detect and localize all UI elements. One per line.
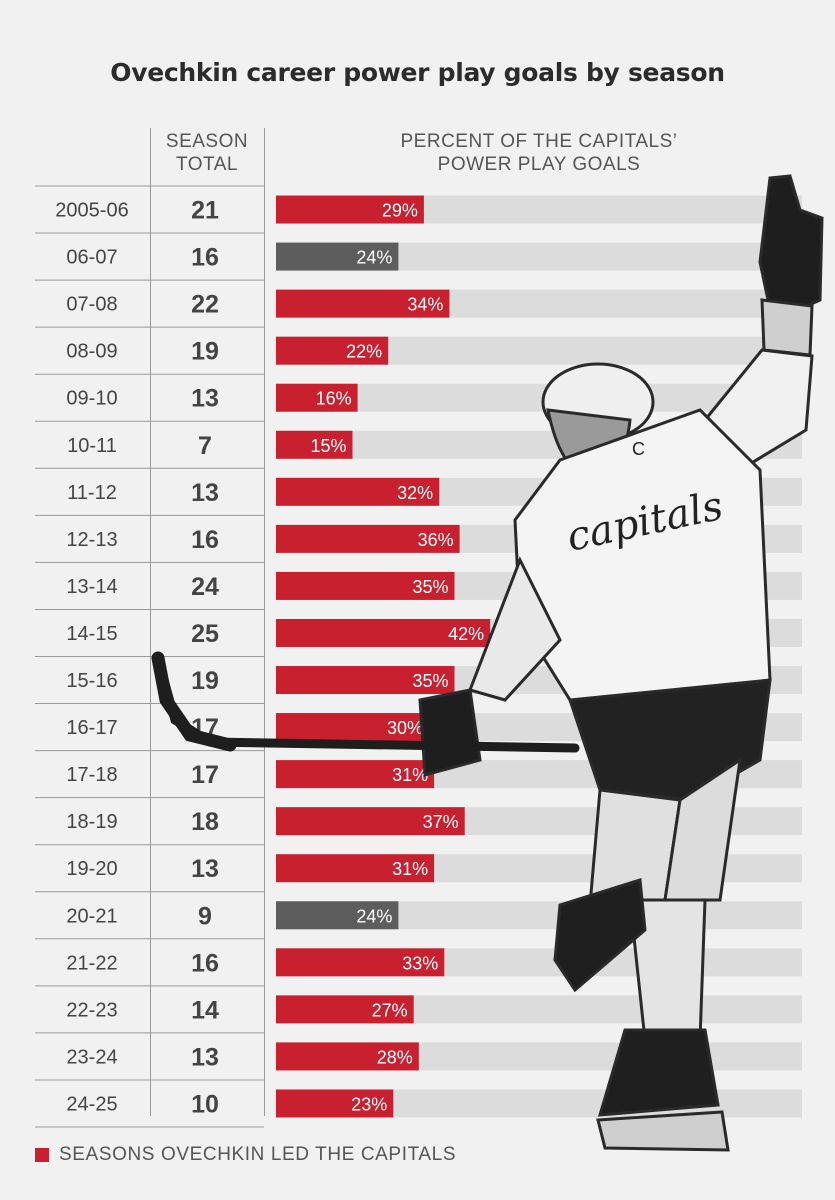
season-total: 14 (191, 996, 219, 1024)
bar-value-label: 32% (397, 483, 433, 503)
percent-header-line2: POWER PLAY GOALS (437, 154, 641, 175)
bar (276, 524, 460, 553)
bar-value-label: 33% (402, 953, 438, 973)
bar-value-label: 36% (418, 530, 454, 550)
season-label: 06-07 (66, 247, 117, 269)
season-total: 13 (191, 385, 219, 413)
legend-swatch (35, 1148, 49, 1162)
bar (276, 289, 450, 318)
season-label: 20-21 (66, 905, 117, 927)
season-total: 10 (191, 1090, 219, 1118)
bar-value-label: 27% (372, 1000, 408, 1020)
season-total: 9 (198, 902, 212, 930)
season-label: 2005-06 (55, 200, 128, 222)
season-label: 17-18 (66, 764, 117, 786)
season-total: 13 (191, 1043, 219, 1071)
bar-value-label: 35% (412, 577, 448, 597)
season-label: 10-11 (67, 435, 117, 457)
bar (276, 901, 399, 930)
season-total: 21 (191, 197, 219, 225)
bar-value-label: 24% (356, 906, 392, 926)
bar (276, 948, 445, 977)
legend: SEASONS OVECHKIN LED THE CAPITALS (35, 1143, 456, 1167)
season-total: 16 (191, 949, 219, 977)
bar (276, 383, 358, 412)
column-divider-right (264, 128, 265, 1116)
bar (276, 713, 429, 742)
bar (276, 666, 455, 695)
season-label: 16-17 (66, 717, 117, 739)
bar (276, 242, 399, 271)
season-label: 18-19 (66, 811, 117, 833)
season-total: 19 (191, 667, 219, 695)
bar-value-label: 24% (356, 248, 392, 268)
svg-text:C: C (632, 439, 645, 459)
bar-value-label: 30% (387, 718, 423, 738)
season-label: 08-09 (66, 341, 117, 363)
season-label: 07-08 (66, 294, 117, 316)
season-total: 17 (191, 761, 219, 789)
season-total: 16 (191, 244, 219, 272)
season-label: 14-15 (66, 623, 117, 645)
bar (276, 1089, 394, 1118)
bar (276, 854, 435, 883)
season-label: 11-12 (67, 482, 117, 504)
season-label: 24-25 (66, 1093, 117, 1115)
season-label: 12-13 (66, 529, 117, 551)
bar-value-label: 37% (423, 812, 459, 832)
season-total: 16 (191, 526, 219, 554)
bar-value-label: 23% (351, 1094, 387, 1114)
bar-value-label: 22% (346, 342, 382, 362)
season-total: 13 (191, 855, 219, 883)
season-total: 19 (191, 338, 219, 366)
season-total-header-line2: TOTAL (176, 154, 238, 175)
season-label: 23-24 (66, 1046, 117, 1068)
season-total-header-line1: SEASON (165, 131, 249, 152)
season-total: 22 (191, 291, 219, 319)
bar-value-label: 16% (316, 389, 352, 409)
bar-value-label: 34% (407, 295, 443, 315)
season-label: 15-16 (66, 670, 117, 692)
bar-value-label: 35% (412, 671, 448, 691)
bar-value-label: 15% (310, 436, 346, 456)
season-label: 22-23 (66, 999, 117, 1021)
season-label: 09-10 (66, 388, 117, 410)
bar (276, 760, 435, 789)
bar (276, 807, 465, 836)
bar (276, 195, 424, 224)
bar (276, 995, 414, 1024)
season-total: 24 (191, 573, 219, 601)
percent-header-line1: PERCENT OF THE CAPITALS’ (400, 131, 678, 152)
season-total-header: SEASON TOTAL (152, 130, 262, 176)
bar (276, 1042, 419, 1071)
season-total: 13 (191, 479, 219, 507)
column-divider-left (150, 128, 151, 1116)
bar-value-label: 28% (377, 1047, 413, 1067)
season-label: 21-22 (66, 952, 117, 974)
legend-label: SEASONS OVECHKIN LED THE CAPITALS (59, 1144, 457, 1165)
bar-value-label: 42% (448, 624, 484, 644)
season-label: 13-14 (66, 576, 117, 598)
season-label: 19-20 (66, 858, 117, 880)
season-total: 18 (191, 808, 219, 836)
bar-value-label: 29% (382, 201, 418, 221)
season-total: 25 (191, 620, 219, 648)
bar (276, 430, 353, 459)
chart-title: Ovechkin career power play goals by seas… (110, 58, 725, 87)
bar-value-label: 31% (392, 859, 428, 879)
bar-value-label: 31% (392, 765, 428, 785)
season-total: 7 (198, 432, 212, 460)
percent-header: PERCENT OF THE CAPITALS’ POWER PLAY GOAL… (275, 130, 803, 176)
bar (276, 571, 455, 600)
bar (276, 477, 440, 506)
bar (276, 618, 491, 647)
bar (276, 336, 389, 365)
